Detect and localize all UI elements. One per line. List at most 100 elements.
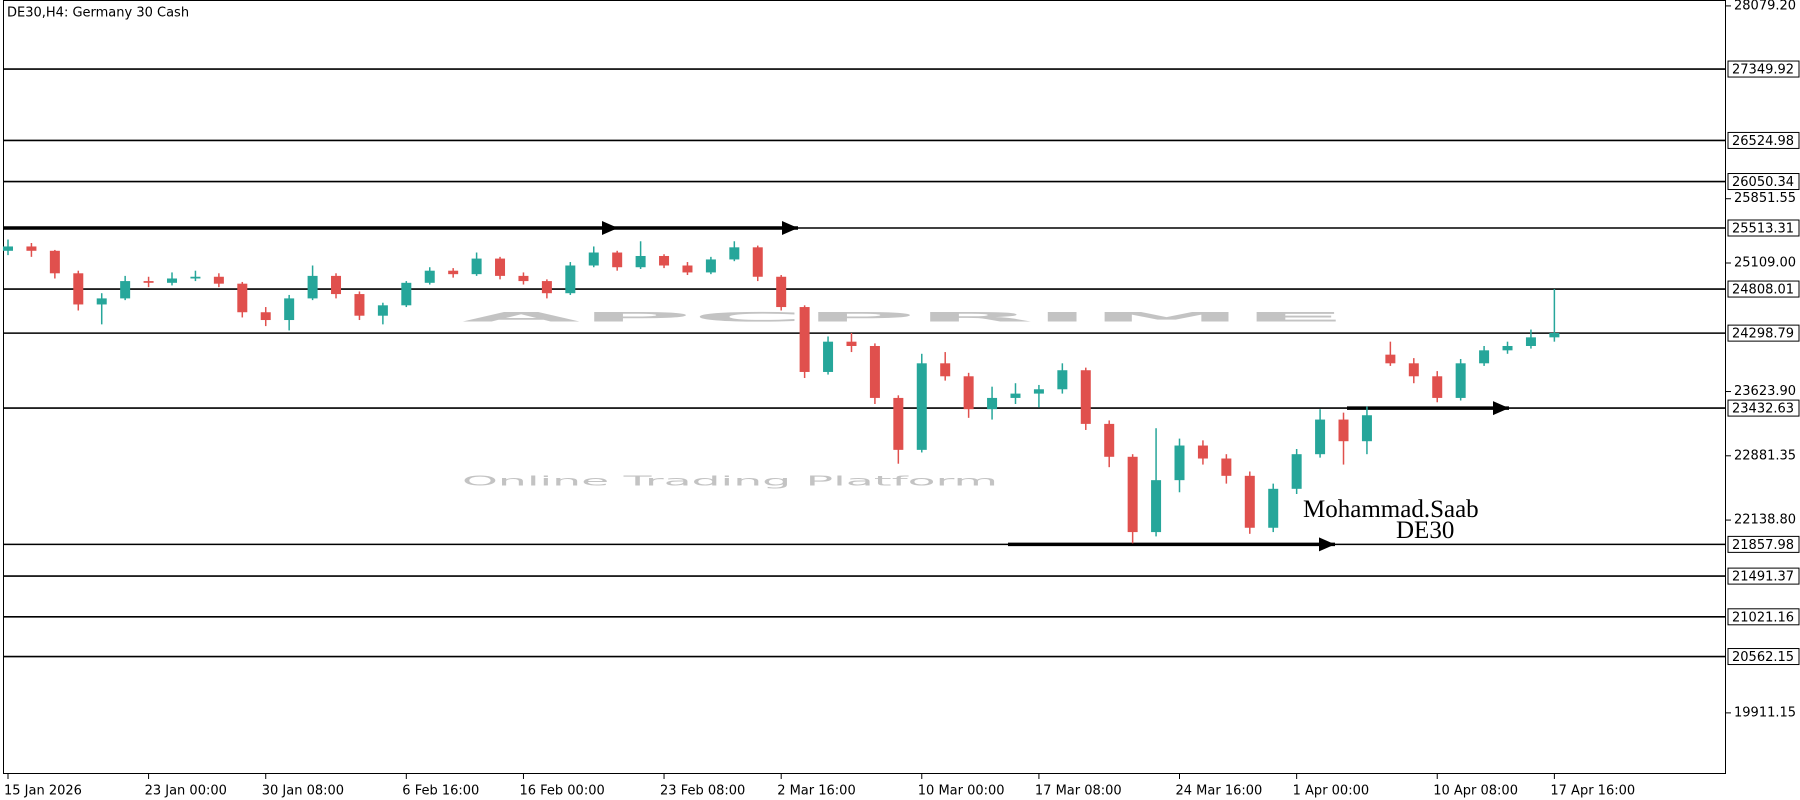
level-label-box: [1727, 608, 1800, 626]
candle-body: [776, 276, 787, 308]
candle-body: [1549, 333, 1560, 338]
plot-frame: [3, 0, 1726, 774]
candle-body: [612, 252, 623, 268]
arrow-head: [782, 221, 798, 236]
candle-body: [73, 273, 84, 305]
annotation: Mohammad.Saab: [1303, 496, 1479, 523]
candle-body: [1455, 363, 1466, 398]
candle-body: [424, 270, 435, 283]
level-label-box: [1727, 280, 1800, 298]
level-label-box: [1727, 173, 1800, 191]
candle-body: [565, 265, 576, 294]
level-label-box: [1727, 567, 1800, 585]
candle-body: [1385, 354, 1396, 364]
watermark-logo: APCPRIME: [462, 311, 1347, 326]
candle-body: [49, 250, 60, 274]
candle-body: [588, 252, 599, 266]
x-tick-label: 10 Mar 00:00: [918, 784, 1005, 799]
candle-body: [659, 255, 670, 266]
candle-body: [448, 270, 459, 275]
candle-body: [401, 282, 412, 306]
candle-body: [1268, 488, 1279, 528]
candle-body: [940, 363, 951, 377]
candle-body: [1338, 419, 1349, 442]
level-label: 20562.15: [1732, 650, 1794, 665]
x-tick-label: 23 Jan 00:00: [145, 784, 227, 799]
candle-body: [1244, 475, 1255, 528]
level-label-box: [1727, 535, 1800, 553]
candle-body: [1291, 454, 1302, 489]
candle-body: [1151, 480, 1162, 533]
candle-body: [705, 259, 716, 273]
candle-body: [3, 246, 13, 251]
level-label: 25513.31: [1732, 222, 1794, 237]
level-label: 27349.92: [1732, 63, 1794, 78]
level-label: 21491.37: [1732, 570, 1794, 585]
y-tick-label: 22881.35: [1734, 448, 1796, 463]
level-label: 23432.63: [1732, 402, 1794, 417]
y-tick-label: 28079.20: [1734, 0, 1796, 13]
candle-body: [799, 307, 810, 372]
candle-body: [237, 283, 248, 313]
candle-body: [1010, 393, 1021, 398]
level-label: 26050.34: [1732, 175, 1794, 190]
candle-body: [987, 397, 998, 410]
candle-body: [869, 345, 880, 398]
level-label: 21021.16: [1732, 610, 1794, 625]
candle-body: [213, 276, 224, 284]
x-tick-label: 30 Jan 08:00: [262, 784, 344, 799]
candle-body: [963, 376, 974, 410]
candle-body: [916, 363, 927, 450]
y-tick-label: 25851.55: [1734, 191, 1796, 206]
candle-body: [893, 397, 904, 450]
candle-body: [1408, 363, 1419, 377]
arrow-head: [1319, 537, 1335, 552]
candle-body: [1479, 350, 1490, 364]
candle-body: [1127, 456, 1138, 533]
level-label-box: [1727, 399, 1800, 417]
candle-body: [682, 265, 693, 273]
arrow-head: [602, 221, 618, 236]
candle-body: [1174, 445, 1185, 481]
candle-body: [541, 281, 552, 294]
candle-body: [143, 281, 154, 283]
candle-body: [823, 341, 834, 372]
candle-body: [495, 258, 506, 276]
x-tick-label: 6 Feb 16:00: [402, 784, 479, 799]
candle-body: [1104, 423, 1115, 457]
level-label-box: [1727, 648, 1800, 666]
y-tick-label: 23623.90: [1734, 384, 1796, 399]
candle-body: [729, 247, 740, 260]
x-tick-label: 17 Mar 08:00: [1035, 784, 1122, 799]
candle-body: [1525, 337, 1536, 346]
candle-body: [518, 275, 529, 282]
x-tick-label: 23 Feb 08:00: [660, 784, 745, 799]
x-tick-label: 1 Apr 00:00: [1293, 784, 1370, 799]
candle-body: [635, 255, 646, 268]
watermark-tagline: Online Trading Platform: [462, 475, 998, 490]
y-tick-label: 19911.15: [1734, 705, 1796, 720]
candle-body: [1502, 345, 1513, 351]
candle-body: [1315, 419, 1326, 455]
candle-body: [284, 298, 295, 321]
x-tick-label: 15 Jan 2026: [4, 784, 82, 799]
level-label-box: [1727, 131, 1800, 149]
annotation: DE30: [1396, 517, 1454, 544]
y-tick-label: 25109.00: [1734, 255, 1796, 270]
level-label-box: [1727, 324, 1800, 342]
candle-body: [1361, 415, 1372, 442]
candle-body: [1033, 389, 1044, 394]
x-tick-label: 16 Feb 00:00: [519, 784, 604, 799]
candle-body: [167, 278, 178, 283]
candle-body: [331, 275, 342, 295]
candle-body: [307, 275, 318, 299]
x-tick-label: 17 Apr 16:00: [1550, 784, 1635, 799]
candle-body: [190, 276, 201, 279]
candle-body: [846, 341, 857, 346]
candle-body: [96, 298, 107, 305]
level-label: 26524.98: [1732, 134, 1794, 149]
candle-body: [1221, 458, 1232, 476]
x-tick-label: 2 Mar 16:00: [777, 784, 856, 799]
